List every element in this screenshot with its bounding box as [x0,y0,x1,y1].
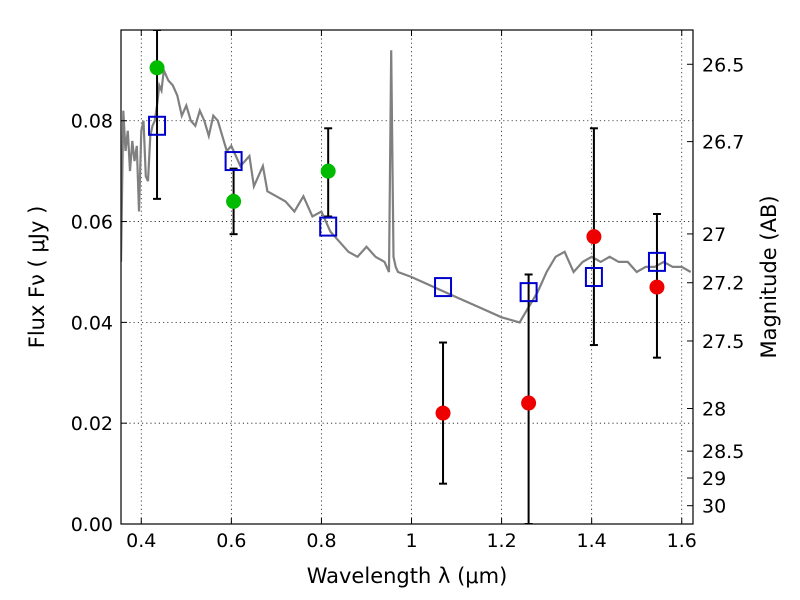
nondetected-flux-point [586,229,602,245]
magnitude-tick-label: 27.2 [702,273,744,295]
x-tick-label: 0.8 [306,530,336,552]
y-tick-label: 0.06 [71,212,113,234]
measured-flux-points [149,60,665,421]
y-axis-title: Flux Fν ( μJy ) [25,206,49,349]
y-tick-label: 0.08 [71,111,113,133]
magnitude-tick-label: 29 [702,468,726,490]
plot-background [121,30,693,524]
x-tick-label: 0.4 [126,530,156,552]
x-tick-label: 0.6 [216,530,246,552]
model-flux-square [647,251,666,272]
model-flux-square [319,216,338,237]
detected-flux-point [320,163,336,179]
magnitude-tick-label: 27 [702,224,726,246]
model-flux-square [148,115,167,136]
nondetected-flux-point [435,405,451,421]
x-axis-ticks: 0.4 0.6 0.8 1 1.2 1.4 1.6 [126,30,697,552]
x-tick-label: 1.2 [486,530,516,552]
y-axis-ticks: 0.00 0.02 0.04 0.06 0.08 [71,111,127,536]
model-flux-square [224,151,243,172]
y-tick-label: 0.04 [71,312,113,334]
x-tick-label: 1 [405,530,417,552]
y-tick-label: 0.00 [71,514,113,536]
model-flux-square [584,267,603,287]
magnitude-tick-label: 30 [702,496,726,518]
nondetected-flux-point [649,279,665,295]
model-flux-markers [148,115,666,303]
x-tick-label: 1.6 [667,530,697,552]
nondetected-flux-point [521,395,537,411]
template-spectrum-line [121,50,692,324]
magnitude-tick-label: 27.5 [702,331,744,353]
plot-frame [120,29,694,525]
magnitude-tick-label: 28 [702,399,726,421]
magnitude-tick-label: 26.5 [702,54,744,76]
magnitude-tick-label: 28.5 [702,441,744,463]
magnitude-axis-title: Magnitude (AB) [757,195,781,358]
model-flux-square [519,282,538,303]
y-tick-label: 0.02 [71,413,113,435]
detected-flux-point [149,60,165,76]
magnitude-axis-ticks: 26.5 26.7 27 27.2 27.5 28 28.5 29 30 [687,54,744,518]
x-tick-label: 1.4 [577,530,607,552]
model-flux-square [434,277,453,298]
magnitude-tick-label: 26.7 [702,132,744,154]
x-axis-title: Wavelength λ (μm) [307,564,508,588]
grid [121,30,693,524]
detected-flux-point [226,193,242,209]
